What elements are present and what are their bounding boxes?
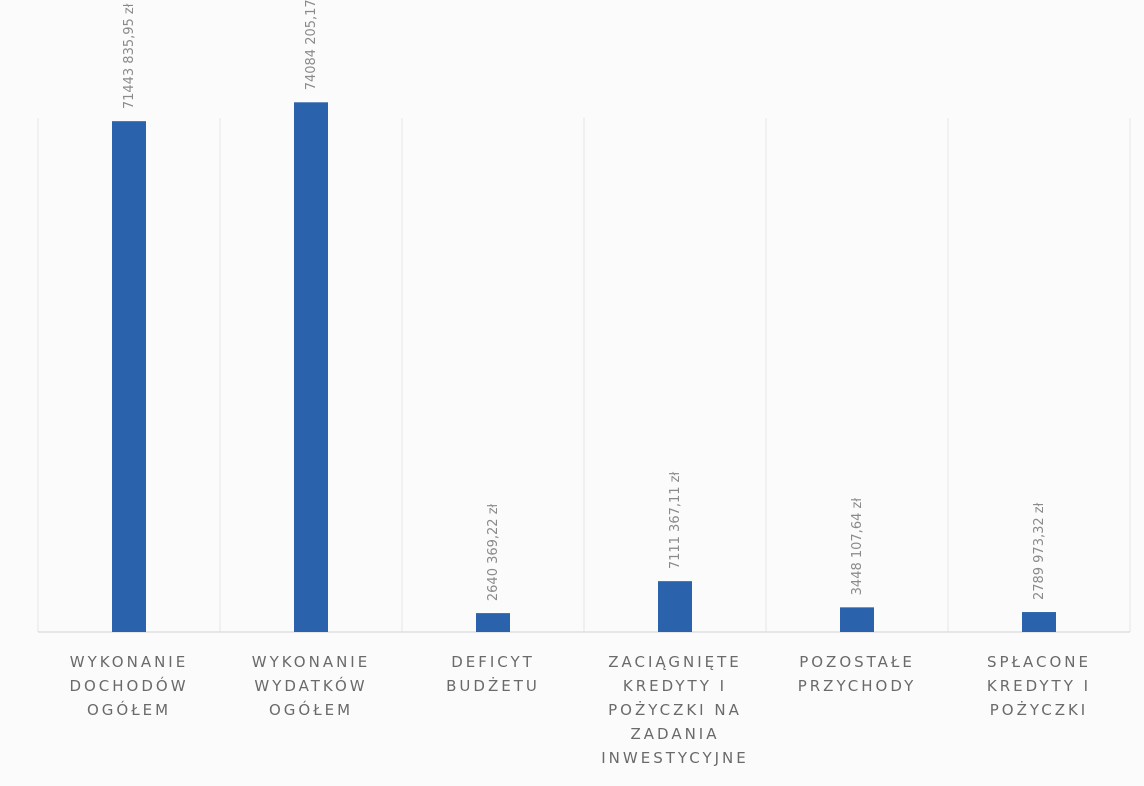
data-label-4: 7111 367,11 zł (668, 471, 683, 569)
data-label-3: 2640 369,22 zł (486, 503, 501, 601)
category-label-3-line-2: BUDŻETU (446, 676, 540, 695)
category-label-4-line-1: ZACIĄGNIĘTE (608, 653, 742, 671)
category-label-3-line-1: DEFICYT (451, 653, 535, 671)
category-labels: WYKONANIE DOCHODÓW OGÓŁEM WYKONANIE WYDATKÓW… (69, 653, 1091, 767)
category-label-4-line-3: POŻYCZKI NA (608, 700, 742, 719)
category-label-4-line-4: ZADANIA (631, 725, 720, 743)
data-label-2: 74084 205,17 zł (304, 0, 319, 90)
grid-lines (37, 118, 1131, 633)
data-labels: 71443 835,95 zł 74084 205,17 zł 2640 369,2… (122, 0, 1047, 601)
bar-6 (1022, 612, 1056, 632)
category-label-2-line-3: OGÓŁEM (269, 700, 353, 719)
data-label-6: 2789 973,32 zł (1032, 502, 1047, 600)
category-label-6-line-1: SPŁACONE (987, 653, 1091, 671)
bar-3 (476, 613, 510, 632)
category-label-4-line-5: INWESTYCYJNE (601, 749, 748, 767)
category-label-1-line-2: DOCHODÓW (69, 676, 188, 695)
bar-1 (112, 121, 146, 632)
bar-5 (840, 607, 874, 632)
category-label-6-line-3: POŻYCZKI (990, 700, 1088, 719)
category-label-1-line-1: WYKONANIE (70, 653, 188, 671)
bars (112, 102, 1056, 633)
bar-2 (294, 102, 328, 633)
category-label-6-line-2: KREDYTY I (987, 677, 1091, 695)
category-label-5-line-1: POZOSTAŁE (799, 653, 915, 671)
category-label-5-line-2: PRZYCHODY (798, 677, 917, 695)
bar-4 (658, 581, 692, 632)
category-label-2-line-2: WYDATKÓW (254, 676, 367, 695)
data-label-5: 3448 107,64 zł (850, 498, 865, 596)
category-label-1-line-3: OGÓŁEM (87, 700, 171, 719)
category-label-4-line-2: KREDYTY I (623, 677, 727, 695)
data-label-1: 71443 835,95 zł (122, 3, 137, 109)
category-label-2-line-1: WYKONANIE (252, 653, 370, 671)
